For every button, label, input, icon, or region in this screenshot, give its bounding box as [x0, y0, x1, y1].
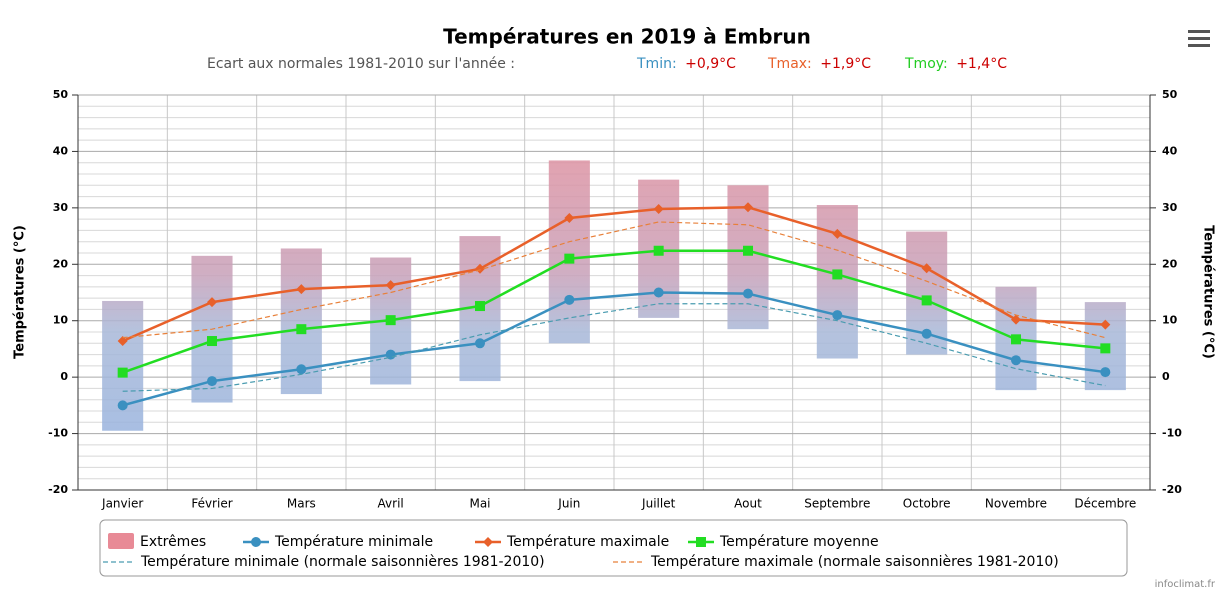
- point: [117, 336, 128, 347]
- y2-tick-label: 30: [1162, 201, 1178, 214]
- annotation-value: +1,4°C: [956, 56, 1007, 72]
- point: [743, 202, 753, 213]
- point: [564, 213, 575, 224]
- y2-axis-title: Températures (°C): [1201, 225, 1216, 359]
- x-tick-label: Octobre: [903, 497, 951, 511]
- point: [1100, 319, 1111, 330]
- point: [475, 301, 485, 312]
- point: [475, 263, 485, 274]
- point: [207, 376, 217, 387]
- legend-label: Température minimale: [274, 534, 433, 550]
- y2-tick-label: -20: [1162, 483, 1182, 496]
- legend-marker: [696, 537, 706, 547]
- legend-marker: [251, 537, 261, 547]
- point: [921, 263, 932, 274]
- point: [832, 228, 843, 239]
- legend-label: Température minimale (normale saisonnièr…: [140, 554, 545, 570]
- legend-swatch: [108, 533, 134, 549]
- x-tick-label: Septembre: [804, 497, 870, 511]
- point: [207, 336, 217, 347]
- x-tick-label: Aout: [734, 497, 762, 511]
- point: [1011, 314, 1021, 325]
- x-tick-label: Mai: [469, 497, 490, 511]
- point: [1100, 367, 1111, 378]
- x-tick-label: Juillet: [641, 497, 676, 511]
- series-line: [122, 206, 1106, 343]
- y2-tick-label: 0: [1162, 370, 1170, 383]
- point: [475, 338, 485, 349]
- point: [1011, 334, 1021, 345]
- x-tick-label: Décembre: [1074, 497, 1136, 511]
- point: [564, 294, 575, 305]
- x-tick-label: Janvier: [101, 497, 143, 511]
- point: [653, 287, 664, 298]
- y-tick-label: -10: [48, 427, 68, 440]
- y-tick-label: 10: [53, 314, 69, 327]
- point: [117, 400, 128, 411]
- point: [207, 297, 217, 308]
- point: [653, 203, 664, 214]
- point: [296, 284, 307, 295]
- y-tick-label: 20: [53, 257, 69, 270]
- menu-bar[interactable]: [1188, 44, 1210, 47]
- annotation-label: Tmax:: [767, 56, 812, 72]
- legend-marker: [483, 537, 493, 547]
- y-tick-label: 50: [53, 88, 69, 101]
- x-tick-label: Avril: [378, 497, 404, 511]
- x-tick-label: Février: [191, 497, 232, 511]
- normal-line: [122, 221, 1106, 339]
- point: [117, 367, 128, 378]
- normal-line: [122, 303, 1106, 392]
- menu-button[interactable]: [1188, 30, 1210, 47]
- y-tick-label: 40: [53, 144, 69, 157]
- point: [832, 310, 843, 321]
- point: [1011, 355, 1021, 366]
- x-tick-label: Mars: [287, 497, 316, 511]
- menu-bar[interactable]: [1188, 30, 1210, 33]
- legend-label: Température maximale (normale saisonnièr…: [650, 554, 1059, 570]
- y-tick-label: 30: [53, 201, 69, 214]
- chart-title: Températures en 2019 à Embrun: [443, 25, 811, 49]
- subtitle-text: Ecart aux normales 1981-2010 sur l'année…: [207, 56, 515, 72]
- point: [921, 295, 932, 306]
- credit: infoclimat.fr: [1155, 579, 1216, 590]
- extreme-bar: [102, 300, 144, 431]
- x-tick-label: Juin: [557, 497, 580, 511]
- point: [1100, 343, 1111, 354]
- legend-label: Température maximale: [506, 534, 669, 550]
- y2-tick-label: 40: [1162, 144, 1178, 157]
- x-tick-label: Novembre: [985, 497, 1047, 511]
- series-line: [122, 291, 1106, 407]
- y2-tick-label: 10: [1162, 314, 1178, 327]
- annotation-label: Tmoy:: [904, 56, 948, 72]
- point: [296, 324, 307, 335]
- point: [385, 315, 396, 326]
- point: [385, 280, 396, 291]
- annotation-label: Tmin:: [636, 56, 677, 72]
- annotation-value: +0,9°C: [685, 56, 736, 72]
- y-axis-title: Températures (°C): [13, 225, 28, 359]
- y2-tick-label: -10: [1162, 427, 1182, 440]
- point: [832, 269, 843, 280]
- extreme-bar: [548, 160, 590, 344]
- annotation-value: +1,9°C: [820, 56, 871, 72]
- subtitle: Ecart aux normales 1981-2010 sur l'année…: [207, 56, 1007, 72]
- point: [743, 288, 753, 299]
- y2-tick-label: 50: [1162, 88, 1178, 101]
- point: [564, 253, 575, 264]
- point: [296, 364, 307, 375]
- menu-bar[interactable]: [1188, 37, 1210, 40]
- extreme-bar: [816, 205, 858, 359]
- point: [921, 328, 932, 339]
- series-line: [122, 249, 1106, 374]
- y-tick-label: -20: [48, 483, 68, 496]
- point: [653, 245, 664, 256]
- legend-label: Extrêmes: [140, 534, 206, 550]
- legend-box: [99, 519, 1128, 577]
- y-tick-label: 0: [60, 370, 68, 383]
- legend-label: Température moyenne: [719, 534, 879, 550]
- y2-tick-label: 20: [1162, 257, 1178, 270]
- point: [743, 245, 753, 256]
